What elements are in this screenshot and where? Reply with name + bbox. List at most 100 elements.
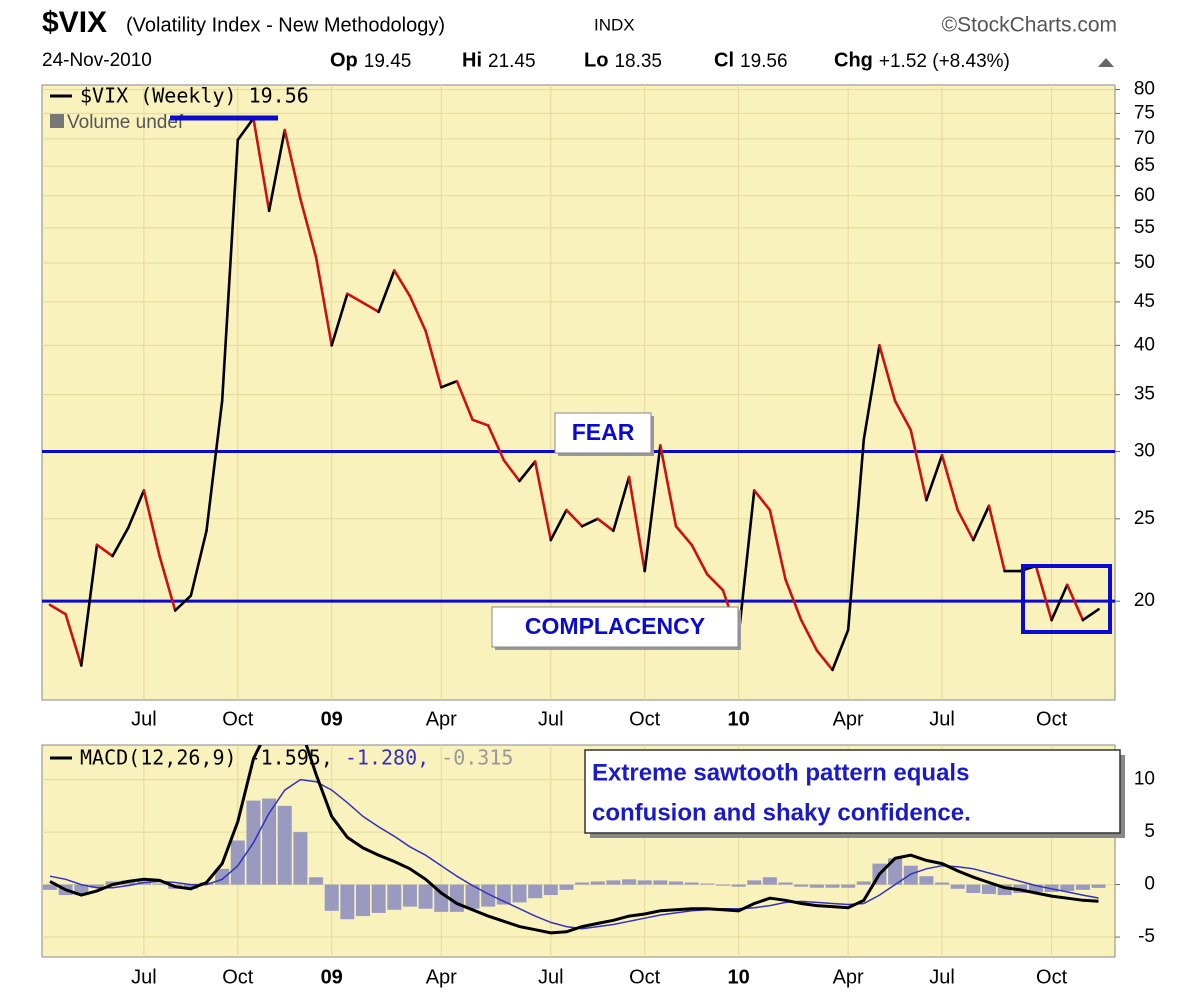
x-tick-label: Oct xyxy=(1036,966,1068,988)
histogram-bar xyxy=(950,884,965,889)
price-segment xyxy=(815,649,834,672)
price-segment xyxy=(173,594,193,612)
y-tick-label: 45 xyxy=(1134,291,1155,312)
x-tick-label: Apr xyxy=(426,966,457,988)
quote-label: Hi xyxy=(462,49,482,71)
price-segment xyxy=(533,460,553,542)
histogram-bar xyxy=(512,884,527,903)
y-tick-label: 25 xyxy=(1134,508,1155,529)
histogram-bar xyxy=(669,881,683,885)
histogram-bar xyxy=(700,883,715,885)
price-segment xyxy=(64,612,83,667)
y-tick-label: 75 xyxy=(1134,102,1155,123)
price-segment xyxy=(299,197,318,259)
price-segment xyxy=(330,292,349,347)
histogram-bar xyxy=(543,884,558,896)
price-segment xyxy=(95,543,114,558)
quote-label: Op xyxy=(330,49,358,71)
volume-label: Volume undef xyxy=(67,112,184,133)
legend-label: -1.280, xyxy=(345,746,429,770)
histogram-bar xyxy=(903,865,918,885)
price-segment xyxy=(972,504,991,542)
reference-label: COMPLACENCY xyxy=(525,613,705,639)
histogram-bar xyxy=(982,884,996,895)
histogram-bar xyxy=(841,884,856,888)
histogram-bar xyxy=(747,880,762,885)
histogram-bar xyxy=(762,877,777,885)
price-segment xyxy=(502,458,521,483)
histogram-bar xyxy=(888,858,903,885)
histogram-bar xyxy=(575,882,590,885)
histogram-bar xyxy=(387,884,402,910)
histogram-bar xyxy=(418,884,433,909)
y-tick-label: 55 xyxy=(1134,217,1155,238)
description: (Volatility Index - New Methodology) xyxy=(126,14,445,36)
price-segment xyxy=(1065,583,1085,622)
y-tick-label: 5 xyxy=(1144,821,1155,842)
price-segment xyxy=(189,529,208,597)
x-tick-label: Jul xyxy=(538,708,564,730)
price-segment xyxy=(831,628,850,672)
price-segment xyxy=(643,444,662,573)
histogram-bar xyxy=(1060,884,1075,891)
histogram-bar xyxy=(277,805,292,885)
y-tick-label: 30 xyxy=(1134,441,1155,462)
quote-value: +1.52 (+8.43%) xyxy=(879,51,1010,72)
price-segment xyxy=(346,292,365,305)
price-segment xyxy=(377,269,396,314)
date: 24-Nov-2010 xyxy=(42,50,152,71)
price-segment xyxy=(408,294,427,333)
price-segment xyxy=(1050,583,1069,622)
price-segment xyxy=(439,379,459,389)
x-tick-label: Jul xyxy=(131,708,157,730)
x-tick-label: Oct xyxy=(222,966,254,988)
x-tick-label: Oct xyxy=(629,708,661,730)
price-segment xyxy=(737,489,756,638)
quote-label: Lo xyxy=(584,49,608,71)
price-segment xyxy=(158,554,177,612)
histogram-bar xyxy=(43,884,57,890)
quote: Op 19.45 Hi 21.45 Lo 18.35 Cl 19.56 Chg +1.52 (+8… xyxy=(330,49,1010,72)
symbol: $VIX xyxy=(42,6,107,39)
histogram-bar xyxy=(183,884,198,889)
histogram-bar xyxy=(481,884,496,907)
histogram-bar xyxy=(653,880,668,885)
y-tick-label: 20 xyxy=(1134,590,1155,611)
price-segment xyxy=(549,508,568,542)
price-segment xyxy=(956,508,975,542)
annotation-text: Extreme sawtooth pattern equals xyxy=(592,759,969,786)
histogram-bar xyxy=(794,884,809,887)
histogram-bar xyxy=(919,876,934,885)
histogram-bar xyxy=(340,884,355,920)
price-segment xyxy=(126,489,146,530)
histogram-bar xyxy=(622,879,637,885)
price-segment xyxy=(48,603,67,616)
price-segment xyxy=(580,517,600,528)
price-segment xyxy=(252,117,271,213)
x-tick-label: Jul xyxy=(131,966,157,988)
histogram-bar xyxy=(152,883,167,885)
price-segment xyxy=(486,424,506,462)
price-segment xyxy=(471,418,490,427)
x-tick-label: Jul xyxy=(929,708,955,730)
price-segment xyxy=(236,117,255,142)
histogram-bar xyxy=(528,884,543,899)
histogram-bar xyxy=(449,884,464,912)
histogram-bar xyxy=(356,884,370,917)
histogram-bar xyxy=(89,884,104,888)
legend-label: $VIX (Weekly) 19.56 xyxy=(80,84,309,108)
histogram-bar xyxy=(809,884,824,888)
source: ©StockCharts.com xyxy=(942,14,1117,37)
price-segment xyxy=(612,475,631,533)
x-tick-label: Oct xyxy=(629,966,661,988)
x-tick-label: 09 xyxy=(321,966,343,988)
histogram-bar xyxy=(1028,884,1043,892)
legend-label: -0.315 xyxy=(441,746,513,770)
y-tick-label: 35 xyxy=(1134,384,1155,405)
price-segment xyxy=(283,128,302,201)
price-segment xyxy=(518,460,537,483)
y-tick-label: 80 xyxy=(1134,79,1155,100)
